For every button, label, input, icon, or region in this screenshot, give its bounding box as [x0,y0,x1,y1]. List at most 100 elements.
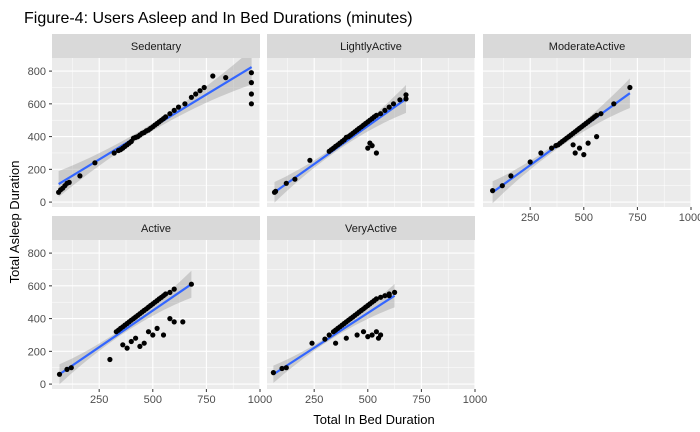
data-point [373,150,379,156]
data-point [171,107,177,113]
x-tick-label: 250 [305,394,323,406]
facet-strip [52,34,260,58]
data-point [150,332,156,338]
facet-strip-label: ModerateActive [549,41,625,53]
data-point [68,365,74,371]
y-tick-label: 800 [28,248,46,260]
data-point [594,134,600,140]
fit-line [272,294,396,376]
data-point [326,332,332,338]
data-point [273,188,279,194]
y-tick-label: 600 [28,281,46,293]
gridlines [52,240,260,389]
y-axis-title: Total Asleep Duration [7,161,22,284]
facet-strip-label: Active [141,223,171,235]
gridlines [52,58,260,207]
data-point [403,96,409,102]
data-point [188,94,194,100]
facet-strip [483,34,691,58]
data-point [309,340,315,346]
data-point [124,345,130,351]
data-point [343,335,349,341]
x-tick-label: 500 [359,394,377,406]
x-tick-label: 500 [144,394,162,406]
facet-panel-veryactive: VeryActive 250 500 750 1000 [267,216,487,406]
y-tick-label: 200 [28,164,46,176]
data-point [137,343,143,349]
data-point [322,336,328,342]
data-point [163,114,169,120]
x-tick-label: 250 [90,394,108,406]
data-point [141,340,147,346]
data-point [163,291,169,297]
y-tick-label: 0 [40,197,46,209]
data-point [570,142,576,148]
y-tick-label: 400 [28,132,46,144]
data-point [64,366,70,372]
panel-background [267,58,475,207]
data-point [538,150,544,156]
data-point [373,296,379,302]
data-point [382,293,388,299]
data-point [378,332,384,338]
data-point [378,294,384,300]
data-point [292,176,298,182]
x-tick-label: 1000 [463,394,487,406]
data-point [598,111,604,117]
data-point [392,289,398,295]
panel-marks [271,85,409,203]
data-point [283,365,289,371]
data-point [627,84,633,91]
y-tick-label: 600 [28,99,46,111]
y-tick-label: 200 [28,346,46,358]
data-point [490,188,496,194]
data-point [111,150,117,156]
data-point [378,111,384,117]
data-point [248,91,254,97]
data-point [145,329,152,335]
x-tick-label: 750 [197,394,215,406]
data-point [107,356,113,363]
data-point [576,145,583,151]
data-point [354,332,360,338]
data-point [56,371,63,377]
facet-strip-label: VeryActive [345,223,397,235]
x-tick-label: 500 [575,212,593,224]
data-point [386,104,392,110]
data-point [182,101,188,107]
y-tick-label: 400 [28,314,46,326]
data-point [201,84,207,91]
data-point [508,173,514,179]
panel-marks [270,283,398,383]
data-point [283,180,289,186]
data-point [120,342,126,348]
facet-panel-lightlyactive: LightlyActive [267,34,475,207]
data-point [171,286,177,292]
data-point [365,334,371,340]
data-point [248,101,254,107]
data-point [197,88,203,94]
data-point [594,112,600,118]
panel-marks [56,270,194,385]
chart-title: Figure-4: Users Asleep and In Bed Durati… [24,10,413,27]
data-point [171,319,177,325]
data-point [160,332,167,338]
data-point [365,145,371,151]
data-point [390,101,397,107]
data-point [386,293,392,299]
x-tick-label: 750 [628,212,646,224]
data-point [180,319,186,325]
x-axis-title: Total In Bed Duration [313,412,434,427]
facet-panel-sedentary: Sedentary 0 200 400 600 800 [28,34,260,209]
data-point [499,183,505,189]
data-point [585,140,591,146]
data-point [167,316,173,322]
data-point [527,159,533,165]
data-point [382,107,388,113]
data-point [581,152,587,158]
x-tick-label: 250 [521,212,539,224]
data-point [210,73,216,79]
data-point [373,112,379,118]
facet-strip-label: Sedentary [131,41,182,53]
